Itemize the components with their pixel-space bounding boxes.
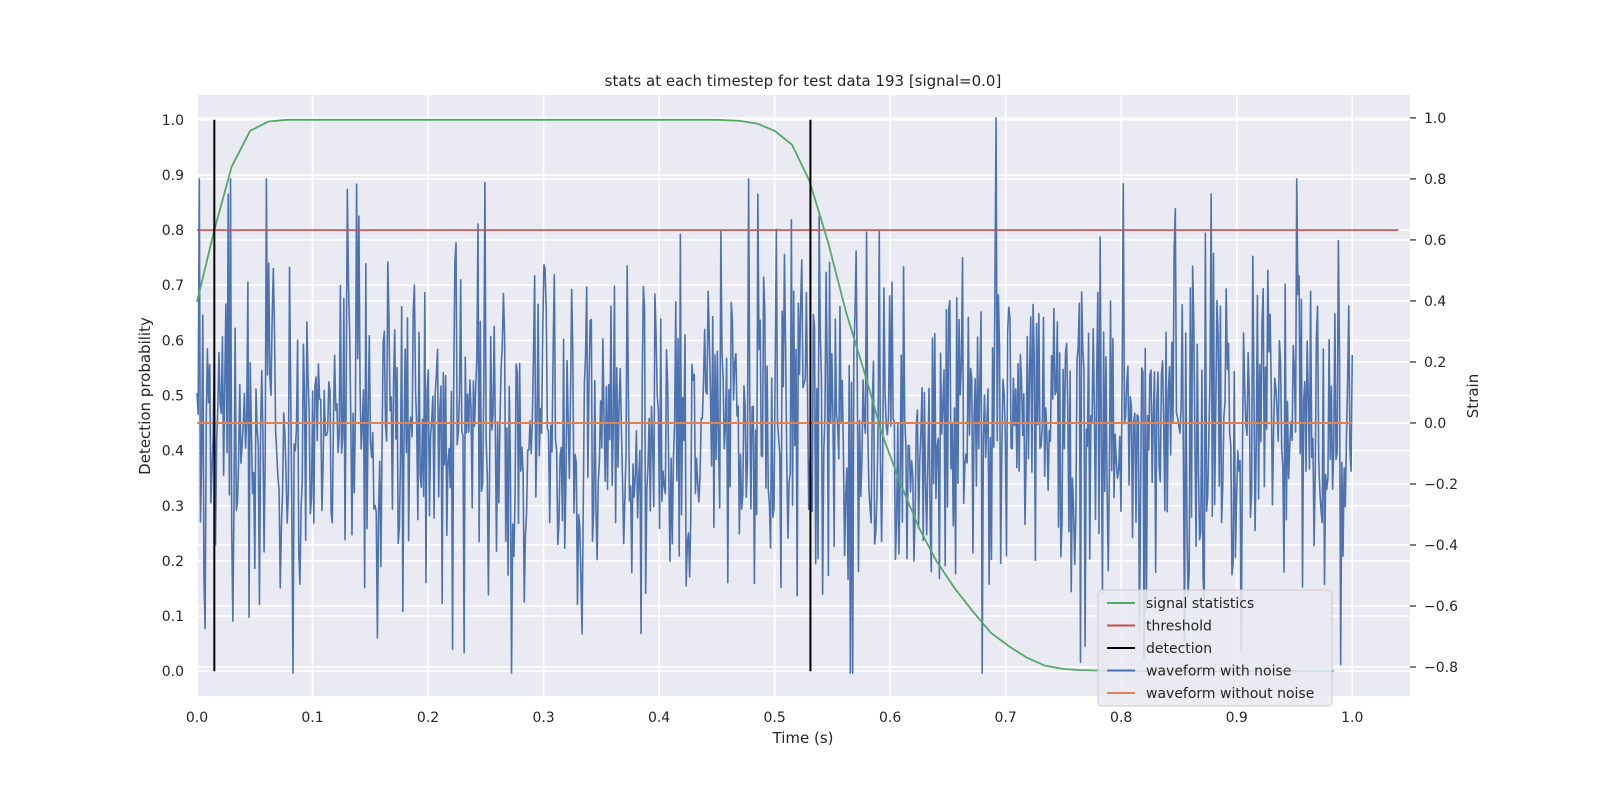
y-right-tick-label: 0.0 [1424,416,1446,432]
y-right-tick-label: −0.6 [1424,599,1458,615]
y-axis-right: −0.8 −0.6 −0.4 −0.2 0.0 0.2 0.4 0.6 0.8 1.0 [1410,111,1458,676]
x-tick-label: 0.7 [995,710,1017,726]
y-left-tick-label: 1.0 [162,113,184,129]
y-right-tick-label: 0.2 [1424,355,1446,371]
y-right-tick-label: −0.2 [1424,477,1458,493]
legend-entry: signal statistics [1146,596,1254,612]
y-left-tick-label: 0.5 [162,389,184,405]
y-left-tick-label: 0.1 [162,609,184,625]
x-tick-label: 0.8 [1110,710,1132,726]
y-right-tick-label: −0.8 [1424,660,1458,676]
y-axis-left-label: Detection probability [136,317,154,475]
y-left-tick-label: 0.9 [162,168,184,184]
x-tick-label: 0.0 [186,710,208,726]
x-axis-label: Time (s) [772,729,834,747]
x-tick-label: 0.1 [301,710,323,726]
x-axis: 0.0 0.1 0.2 0.3 0.4 0.5 0.6 0.7 0.8 0.9 1.0 [186,710,1364,726]
series-layer [196,117,1399,674]
x-tick-label: 0.9 [1226,710,1248,726]
y-right-tick-label: 0.6 [1424,233,1446,249]
y-axis-right-label: Strain [1464,374,1482,418]
x-tick-label: 0.2 [417,710,439,726]
y-right-tick-label: 0.4 [1424,294,1446,310]
y-left-tick-label: 0.4 [162,444,184,460]
x-tick-label: 0.4 [648,710,670,726]
legend-entry: threshold [1146,619,1212,635]
series-signal-statistics [196,118,1334,673]
y-left-tick-label: 0.7 [162,278,184,294]
x-tick-label: 0.3 [532,710,554,726]
x-tick-label: 0.5 [763,710,785,726]
legend-entry: waveform without noise [1146,686,1314,702]
y-left-tick-label: 0.8 [162,223,184,239]
x-tick-label: 1.0 [1341,710,1363,726]
y-axis-left: 0.0 0.1 0.2 0.3 0.4 0.5 0.6 0.7 0.8 0.9 1.0 [162,113,184,680]
y-right-tick-label: −0.4 [1424,538,1458,554]
y-left-tick-label: 0.0 [162,664,184,680]
legend-box [1097,589,1333,707]
y-left-tick-label: 0.6 [162,333,184,349]
y-right-tick-label: 1.0 [1424,111,1446,127]
legend-entry: waveform with noise [1146,664,1291,680]
legend: signal statistics threshold detection wavef… [1097,589,1333,707]
series-waveform-with-noise [196,117,1354,674]
legend-entry: detection [1146,641,1212,657]
x-tick-label: 0.6 [879,710,901,726]
y-left-tick-label: 0.3 [162,499,184,515]
y-left-tick-label: 0.2 [162,554,184,570]
y-right-tick-label: 0.8 [1424,172,1446,188]
chart-title: stats at each timestep for test data 193… [605,72,1002,90]
